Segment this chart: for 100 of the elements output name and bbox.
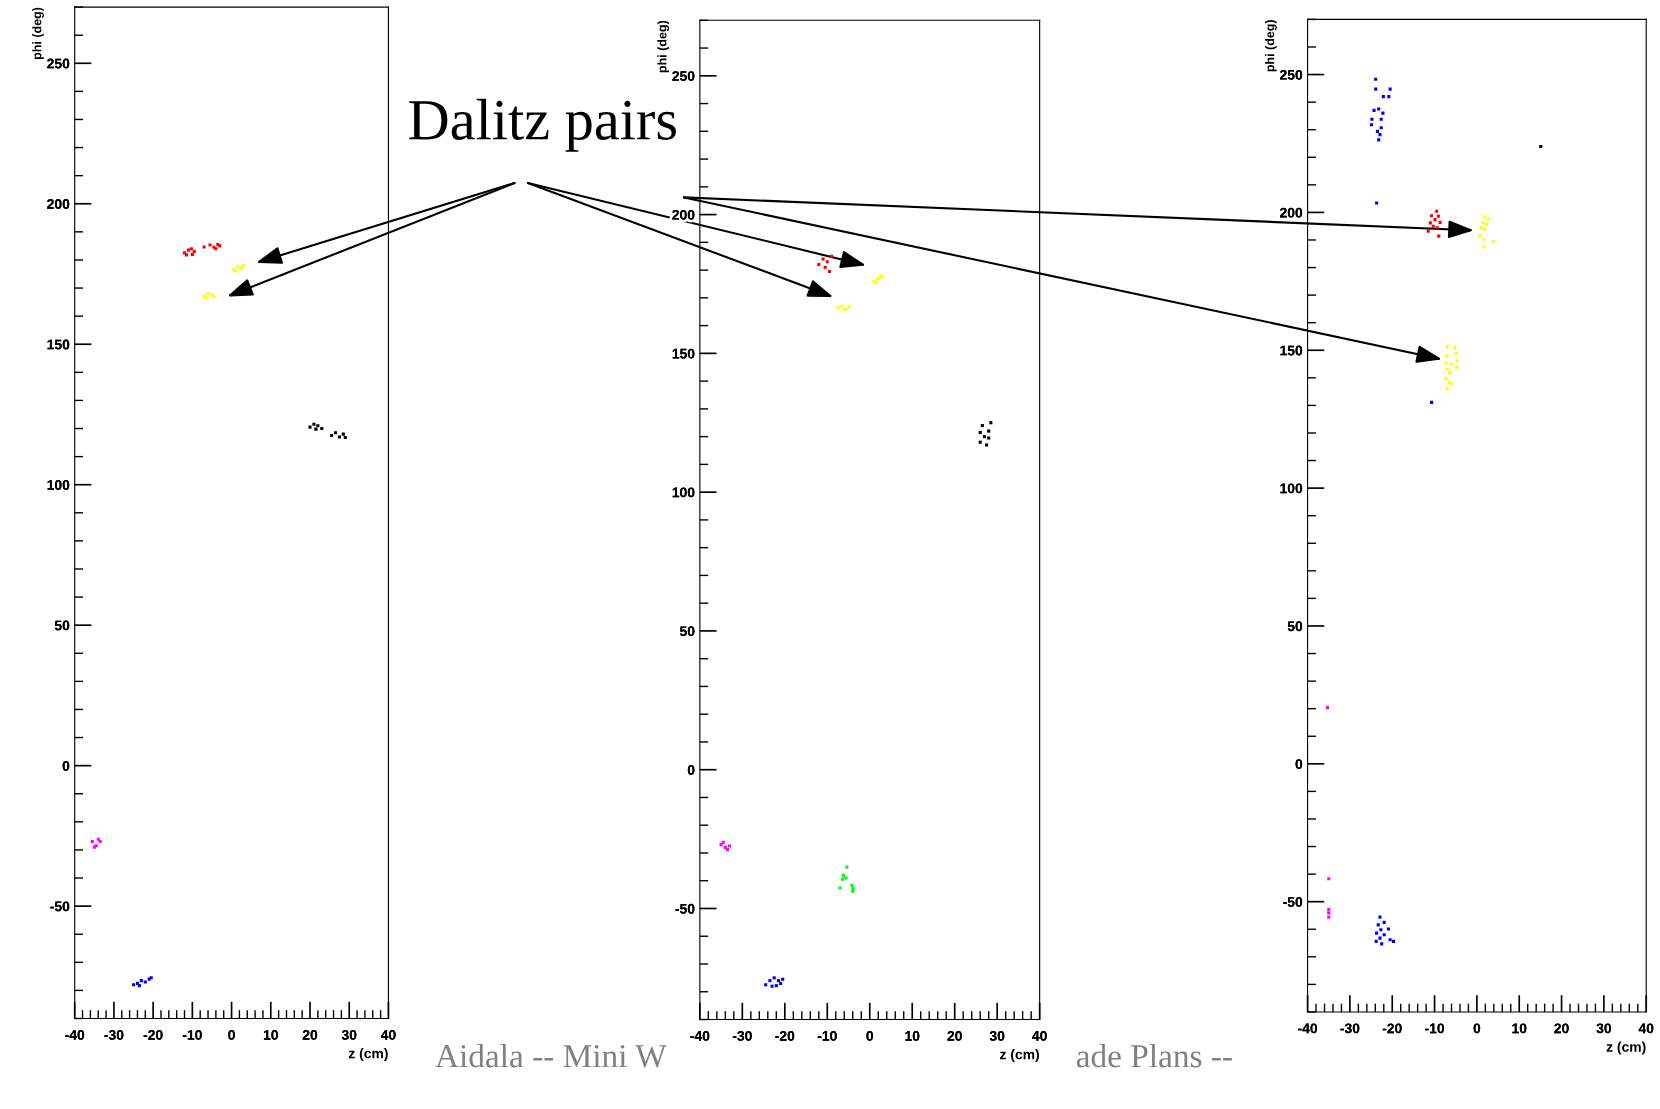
- point: [1483, 227, 1487, 232]
- y-tick-label: 250: [1280, 69, 1303, 80]
- x-tick-label: 0: [228, 1029, 235, 1040]
- point: [1382, 920, 1386, 924]
- text: Dalitz pairs: [409, 98, 676, 152]
- point: [1375, 129, 1379, 133]
- x-tick-label: -10: [1425, 1023, 1445, 1034]
- point: [838, 886, 842, 890]
- point: [1480, 226, 1484, 230]
- point: [1485, 222, 1489, 227]
- point: [1445, 354, 1449, 358]
- y-axis-title: phi (deg): [657, 20, 670, 73]
- point: [817, 262, 821, 267]
- point: [985, 443, 989, 447]
- point: [190, 247, 194, 251]
- point: [1436, 214, 1440, 218]
- point: [1445, 387, 1449, 391]
- point: [1391, 939, 1396, 943]
- point: [1388, 87, 1392, 91]
- point: [840, 304, 844, 308]
- point: [1372, 108, 1376, 112]
- point: [1379, 126, 1383, 130]
- x-tick-label: -30: [104, 1029, 124, 1040]
- x-tick-label: 40: [1032, 1030, 1047, 1041]
- point: [330, 433, 334, 438]
- point: [1454, 351, 1458, 355]
- point: [1376, 923, 1380, 927]
- x-tick-label: 10: [263, 1029, 278, 1040]
- point: [333, 431, 338, 435]
- point: [845, 865, 849, 869]
- point: [192, 249, 196, 254]
- x-tick-label: -20: [1382, 1023, 1402, 1034]
- point: [343, 435, 347, 440]
- point: [308, 425, 312, 429]
- point: [1438, 220, 1442, 224]
- x-tick-label: -10: [182, 1029, 202, 1040]
- point: [781, 977, 785, 981]
- point: [1327, 908, 1331, 912]
- point: [847, 305, 851, 309]
- point: [320, 426, 324, 431]
- point: [1428, 221, 1432, 225]
- point: [1449, 362, 1454, 366]
- y-axis-title: phi (deg): [32, 7, 44, 60]
- point: [1380, 942, 1384, 946]
- point: [186, 248, 190, 252]
- point: [1453, 346, 1457, 350]
- x-tick-label: 30: [341, 1029, 357, 1040]
- point: [768, 979, 772, 983]
- point: [1433, 218, 1437, 222]
- y-tick-label: 250: [672, 71, 695, 81]
- point: [1478, 234, 1482, 238]
- point: [1375, 931, 1379, 935]
- point: [1482, 245, 1486, 249]
- y-tick-label: 200: [47, 199, 70, 209]
- point: [1539, 144, 1543, 149]
- point: [1386, 927, 1390, 931]
- point: [1379, 928, 1383, 932]
- point: [1374, 77, 1378, 81]
- point: [314, 427, 318, 431]
- y-tick-label: 50: [679, 626, 695, 637]
- x-tick-label: -40: [690, 1030, 710, 1041]
- y-tick-label: 100: [1280, 483, 1303, 494]
- point: [1382, 933, 1386, 937]
- point: [821, 257, 825, 261]
- y-tick-label: 150: [1280, 345, 1303, 356]
- x-tick-label: 10: [905, 1030, 920, 1041]
- y-tick-label: 0: [62, 760, 70, 771]
- point: [1379, 117, 1383, 121]
- x-tick-label: 0: [866, 1030, 874, 1041]
- point: [1492, 239, 1496, 243]
- x-tick-label: -40: [65, 1029, 85, 1040]
- point: [341, 432, 345, 436]
- point: [774, 984, 778, 988]
- point: [316, 424, 320, 428]
- x-tick-label: 10: [1512, 1023, 1527, 1034]
- x-tick-label: 20: [947, 1030, 962, 1041]
- x-tick-label: -30: [1340, 1023, 1360, 1034]
- point: [1435, 209, 1439, 213]
- point: [1448, 371, 1452, 375]
- x-tick-label: 20: [1554, 1023, 1569, 1034]
- x-tick-label: -30: [732, 1030, 752, 1041]
- point: [1431, 224, 1435, 228]
- point: [980, 423, 984, 428]
- point: [1455, 366, 1459, 370]
- point: [982, 435, 986, 439]
- point: [1437, 234, 1441, 238]
- point: [978, 440, 982, 444]
- point: [770, 984, 774, 988]
- point: [1435, 226, 1439, 230]
- y-tick-label: 50: [54, 620, 70, 631]
- x-tick-label: 40: [1638, 1023, 1654, 1034]
- y-tick-label: -50: [675, 903, 695, 914]
- y-tick-label: 0: [687, 765, 695, 775]
- y-tick-label: 50: [1287, 621, 1303, 632]
- point: [139, 979, 143, 983]
- point: [987, 429, 991, 433]
- point: [1377, 107, 1381, 111]
- y-tick-label: 250: [47, 58, 70, 69]
- point: [206, 292, 210, 296]
- y-tick-label: 100: [47, 480, 70, 490]
